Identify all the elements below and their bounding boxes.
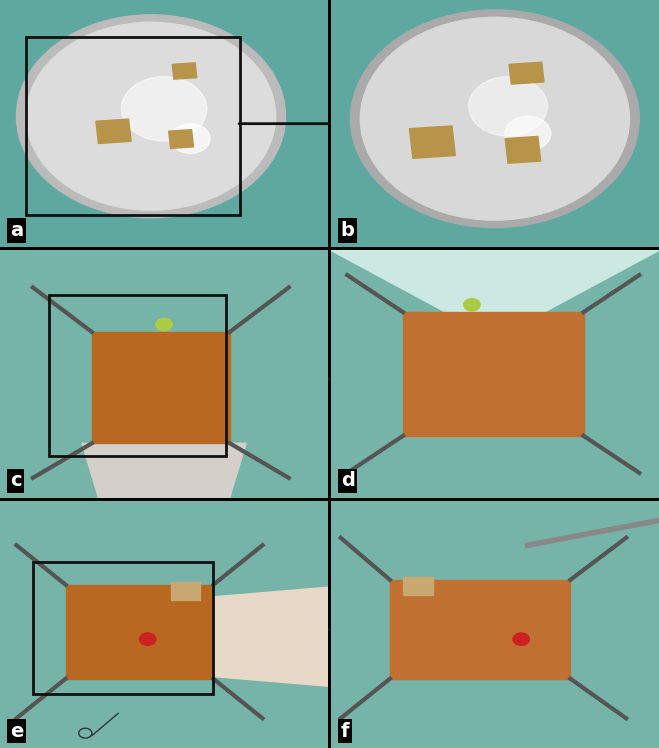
Bar: [49, 295, 227, 456]
Bar: [172, 63, 197, 79]
Polygon shape: [181, 587, 328, 686]
Text: b: b: [341, 221, 355, 240]
Circle shape: [469, 77, 548, 136]
Polygon shape: [82, 444, 246, 497]
Text: e: e: [10, 722, 23, 741]
Circle shape: [513, 633, 529, 646]
Circle shape: [360, 17, 629, 220]
Bar: [33, 562, 214, 693]
Bar: [171, 582, 200, 600]
Circle shape: [26, 22, 275, 210]
Circle shape: [156, 319, 172, 331]
Bar: [509, 62, 544, 84]
Bar: [169, 129, 194, 148]
Circle shape: [505, 116, 551, 151]
Text: d: d: [341, 471, 355, 490]
Circle shape: [464, 298, 480, 311]
Polygon shape: [331, 251, 659, 312]
Circle shape: [171, 123, 210, 153]
Circle shape: [16, 15, 285, 218]
Bar: [390, 580, 571, 678]
Bar: [26, 37, 240, 215]
Bar: [403, 577, 432, 595]
Circle shape: [121, 77, 207, 141]
Bar: [66, 585, 214, 678]
Text: a: a: [10, 221, 23, 240]
Bar: [403, 312, 583, 436]
Circle shape: [140, 633, 156, 646]
Text: f: f: [341, 722, 349, 741]
Bar: [96, 119, 131, 144]
Bar: [92, 332, 230, 444]
Bar: [505, 136, 541, 163]
Circle shape: [351, 10, 639, 227]
Text: c: c: [10, 471, 22, 490]
Bar: [409, 126, 455, 159]
